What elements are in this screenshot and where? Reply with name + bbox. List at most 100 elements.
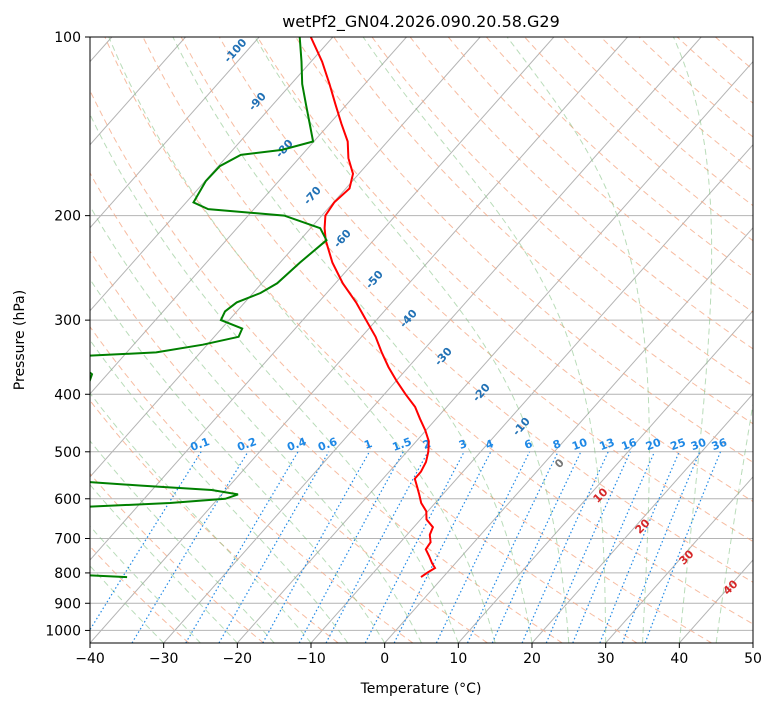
x-tick-label: 40	[670, 651, 688, 667]
isotherm-line	[163, 37, 702, 643]
moist-adiabat-line	[673, 37, 713, 643]
mixing-ratio-label: 1	[362, 437, 374, 452]
moist-adiabat-line	[90, 440, 275, 643]
temperature-line	[309, 37, 437, 578]
mixing-ratio-label: 0.1	[189, 435, 212, 454]
dry-adiabat-line	[257, 37, 753, 503]
mixing-ratio-line	[572, 451, 656, 643]
mixing-ratio-label: 0.6	[316, 435, 339, 454]
isotherm-line	[457, 310, 753, 643]
dry-adiabat-line	[180, 37, 753, 583]
background-lines	[90, 37, 775, 643]
mixing-ratio-label: 16	[620, 436, 639, 454]
mixing-ratio-label: 0.2	[235, 435, 258, 454]
y-tick-label: 700	[54, 532, 81, 548]
dry-adiabat-line	[409, 37, 753, 350]
y-tick-label: 200	[54, 209, 81, 225]
dry-adiabat-line	[333, 37, 753, 425]
dry-adiabat-line	[104, 37, 712, 643]
moist-adiabat-line	[506, 37, 650, 643]
isotherm-line	[90, 37, 186, 146]
moist-adiabat-line	[90, 113, 459, 643]
x-tick-label: 50	[744, 651, 762, 667]
y-tick-label: 100	[54, 30, 81, 46]
isotherm-line	[90, 37, 334, 312]
dry-adiabat-line	[218, 37, 753, 543]
mixing-ratio-line	[621, 451, 701, 643]
moist-adiabat-line	[90, 278, 386, 643]
mixing-ratio-line	[644, 451, 722, 643]
mixing-ratio-label: 25	[669, 436, 688, 453]
mixing-ratio-label: 4	[484, 437, 496, 452]
mixing-ratio-line	[325, 451, 429, 643]
isotherm-line	[90, 37, 260, 229]
moist-adiabat-line	[90, 205, 422, 643]
dry-adiabat-line	[90, 472, 264, 643]
mixing-ratio-label: 10	[570, 436, 589, 454]
dry-adiabat-line	[754, 37, 775, 643]
mixing-ratio-line	[545, 451, 631, 643]
isotherm-line	[90, 37, 628, 643]
dry-adiabat-line	[90, 325, 414, 643]
x-tick-label: 10	[449, 651, 467, 667]
mixing-ratio-line	[599, 451, 680, 643]
mixing-ratio-line	[298, 451, 404, 643]
moist-adiabat-line	[90, 339, 349, 643]
dry-adiabat-line	[142, 37, 753, 625]
mixing-ratio-label: 2	[421, 437, 433, 452]
moist-adiabat-line	[715, 401, 753, 643]
mixing-ratio-label: 30	[689, 436, 708, 454]
mixing-ratio-label: 1.5	[391, 435, 414, 454]
dewpoint-line	[90, 37, 328, 579]
isotherm-line	[90, 37, 555, 561]
x-axis-label: Temperature (°C)	[360, 681, 482, 697]
mixing-ratio-line	[393, 451, 492, 643]
mixing-ratio-label: 13	[598, 436, 617, 453]
dry-adiabat-line	[90, 250, 488, 643]
chart-title: wetPf2_GN04.2026.090.20.58.G29	[282, 12, 560, 32]
x-tick-label: −10	[296, 651, 326, 667]
sounding-profiles	[90, 37, 437, 579]
dry-adiabat-line	[90, 172, 563, 643]
mixing-ratio-label: 6	[523, 437, 535, 452]
dry-adiabat-line	[90, 89, 638, 643]
y-tick-label: 900	[54, 596, 81, 612]
x-tick-label: 30	[597, 651, 615, 667]
mixing-ratio-line	[435, 451, 531, 643]
moist-adiabat-line	[172, 37, 533, 643]
x-tick-label: −30	[149, 651, 179, 667]
moist-adiabat-line	[362, 37, 607, 643]
y-tick-label: 600	[54, 492, 81, 508]
y-tick-label: 1000	[45, 623, 81, 639]
y-tick-label: 500	[54, 445, 81, 461]
mixing-ratio-line	[521, 451, 609, 643]
mixing-ratio-line	[131, 451, 249, 643]
isotherm-line	[531, 393, 753, 643]
mixing-ratio-label: 36	[710, 436, 729, 454]
isotherm-line	[90, 37, 481, 478]
x-tick-label: −40	[75, 651, 105, 667]
plot-background	[90, 37, 753, 643]
dry-adiabat-line	[295, 37, 753, 463]
y-tick-label: 300	[54, 313, 81, 329]
x-tick-label: 0	[380, 651, 389, 667]
isotherm-line	[384, 226, 753, 643]
mixing-ratio-label: 0.4	[285, 435, 308, 454]
moist-adiabat-line	[90, 484, 238, 643]
isotherm-line	[236, 60, 753, 643]
isotherm-line	[90, 37, 407, 395]
dry-adiabat-line	[371, 37, 753, 387]
x-tick-label: −20	[223, 651, 253, 667]
y-axis-label: Pressure (hPa)	[12, 290, 28, 390]
mixing-ratio-label: 3	[457, 437, 469, 452]
y-tick-label: 800	[54, 566, 81, 582]
mixing-ratio-line	[262, 451, 370, 643]
moist-adiabat-line	[254, 37, 570, 643]
isotherm-line	[752, 642, 753, 643]
axes: −40 −30 −20 −10 0 10 20 30 40 5010020030040050060…	[45, 30, 762, 667]
mixing-ratio-label: 8	[551, 437, 563, 452]
mixing-ratio-label: 20	[644, 436, 663, 454]
y-tick-label: 400	[54, 387, 81, 403]
mixing-ratio-line	[90, 451, 202, 631]
